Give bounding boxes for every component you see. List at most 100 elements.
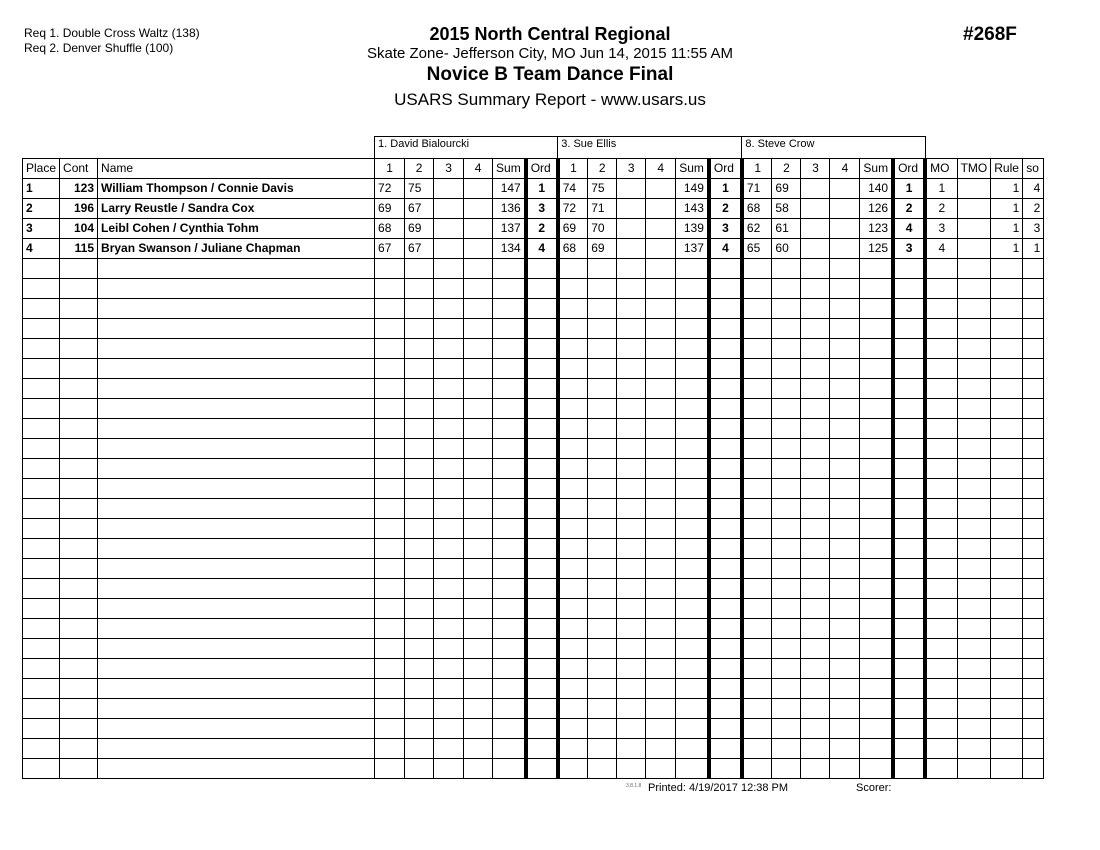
judge-3-col-header: 4 xyxy=(829,158,861,179)
judge-1-score-cell xyxy=(374,418,406,439)
judge-1-score-cell xyxy=(492,738,527,759)
judge-3-score-cell xyxy=(859,498,894,519)
judge-1-score-cell xyxy=(404,638,435,659)
judge-2-score-cell xyxy=(675,418,710,439)
judge-2-score-cell xyxy=(555,438,589,459)
table-row xyxy=(21,418,1045,439)
judge-2-score-cell xyxy=(587,498,618,519)
judge-2-score-cell: 71 xyxy=(587,198,618,219)
judge-3-score-cell xyxy=(771,418,802,439)
table-row xyxy=(21,618,1045,639)
rule-cell xyxy=(990,298,1024,319)
name-cell: Bryan Swanson / Juliane Chapman xyxy=(97,238,376,259)
rule-cell xyxy=(990,598,1024,619)
judge-3-score-cell xyxy=(891,578,926,599)
judge-2-score-cell xyxy=(645,218,677,239)
judge-1-score-cell xyxy=(492,758,527,779)
judge-2-score-cell xyxy=(587,418,618,439)
so-cell xyxy=(1022,278,1045,299)
name-cell xyxy=(97,658,376,679)
so-cell xyxy=(1022,258,1045,279)
judge-3-score-cell xyxy=(829,278,861,299)
judge-2-score-cell xyxy=(616,518,647,539)
judge-1-score-cell xyxy=(463,678,494,699)
judge-2-score-cell xyxy=(645,698,677,719)
judge-1-score-cell xyxy=(374,438,406,459)
judge-1-score-cell xyxy=(523,358,559,379)
place-cell xyxy=(21,278,61,299)
judge-1-score-cell xyxy=(404,558,435,579)
tmo-cell xyxy=(956,398,992,419)
judge-2-score-cell xyxy=(675,638,710,659)
judge-3-score-cell xyxy=(771,338,802,359)
rule-cell xyxy=(990,358,1024,379)
judge-3-score-cell xyxy=(800,718,831,739)
table-row xyxy=(21,578,1045,599)
judge-3-score-cell xyxy=(771,618,802,639)
judge-1-score-cell xyxy=(523,518,559,539)
judge-3-score-cell xyxy=(891,618,926,639)
judge-1-score-cell xyxy=(492,638,527,659)
judge-1-score-cell: 72 xyxy=(374,178,406,199)
place-cell xyxy=(21,338,61,359)
judge-1-score-cell xyxy=(374,478,406,499)
judge-3-score-cell xyxy=(891,378,926,399)
rule-cell xyxy=(990,698,1024,719)
cont-cell xyxy=(59,378,99,399)
name-cell xyxy=(97,518,376,539)
name-cell xyxy=(97,638,376,659)
judge-3-score-cell xyxy=(739,478,773,499)
judge-3-score-cell xyxy=(829,378,861,399)
name-cell xyxy=(97,298,376,319)
mo-cell xyxy=(923,478,958,499)
mo-cell xyxy=(923,398,958,419)
judge-3-score-cell xyxy=(800,738,831,759)
place-cell xyxy=(21,658,61,679)
tmo-cell xyxy=(956,218,992,239)
judge-1-score-cell xyxy=(404,458,435,479)
judge-2-score-cell xyxy=(645,618,677,639)
judge-3-score-cell xyxy=(800,298,831,319)
judge-2-score-cell xyxy=(645,438,677,459)
tmo-cell xyxy=(956,518,992,539)
judge-2-score-cell xyxy=(675,578,710,599)
judge-2-score-cell: 4 xyxy=(706,238,743,259)
judge-2-score-cell xyxy=(675,558,710,579)
name-cell: Larry Reustle / Sandra Cox xyxy=(97,198,376,219)
judge-2-score-cell xyxy=(587,318,618,339)
so-cell xyxy=(1022,398,1045,419)
tmo-cell xyxy=(956,178,992,199)
judge-2-score-cell xyxy=(675,438,710,459)
judge-1-score-cell xyxy=(492,338,527,359)
tmo-cell xyxy=(956,598,992,619)
judge-1-score-cell xyxy=(404,418,435,439)
mo-cell xyxy=(923,758,958,779)
judge-3-score-cell xyxy=(829,318,861,339)
judge-1-score-cell xyxy=(463,358,494,379)
table-row xyxy=(21,518,1045,539)
judge-2-score-cell xyxy=(555,678,589,699)
judge-3-score-cell xyxy=(859,598,894,619)
judge-1-score-cell xyxy=(433,538,465,559)
judge-1-score-cell xyxy=(463,218,494,239)
judge-3-col-header: Ord xyxy=(891,158,926,179)
mo-cell xyxy=(923,318,958,339)
judge-3-score-cell: 62 xyxy=(739,218,773,239)
judge-1-score-cell: 67 xyxy=(404,198,435,219)
judge-1-score-cell xyxy=(374,638,406,659)
judge-3-score-cell xyxy=(829,178,861,199)
judge-1-score-cell xyxy=(463,538,494,559)
judge-3-score-cell xyxy=(800,398,831,419)
judge-2-score-cell: 1 xyxy=(706,178,743,199)
judge-2-score-cell: 143 xyxy=(675,198,710,219)
so-cell xyxy=(1022,378,1045,399)
judge-1-score-cell xyxy=(374,458,406,479)
judge-3-score-cell xyxy=(829,478,861,499)
judge-3-col-header: Sum xyxy=(859,158,894,179)
judge-1-score-cell xyxy=(492,678,527,699)
tmo-cell xyxy=(956,758,992,779)
judge-3-score-cell: 68 xyxy=(739,198,773,219)
judge-1-score-cell xyxy=(433,298,465,319)
judge-1-score-cell xyxy=(404,318,435,339)
judge-3-col-header: 2 xyxy=(771,158,802,179)
